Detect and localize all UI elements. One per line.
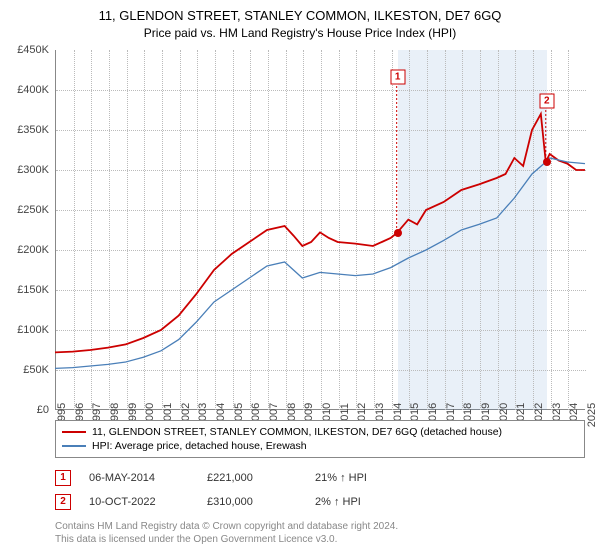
marker-dot [543, 158, 551, 166]
chart-title: 11, GLENDON STREET, STANLEY COMMON, ILKE… [0, 0, 600, 23]
legend-label: HPI: Average price, detached house, Erew… [92, 440, 307, 452]
marker-label: 2 [539, 94, 554, 109]
transaction-date: 06-MAY-2014 [89, 472, 189, 484]
series-line-0 [55, 114, 585, 352]
transaction-price: £221,000 [207, 472, 297, 484]
transaction-row: 1 06-MAY-2014 £221,000 21% ↑ HPI [55, 466, 585, 490]
marker-label: 1 [390, 70, 405, 85]
y-axis-label: £300K [0, 164, 49, 176]
transaction-pct: 21% ↑ HPI [315, 472, 415, 484]
series-line-1 [55, 158, 585, 368]
transaction-marker: 2 [55, 494, 71, 510]
y-axis-label: £450K [0, 44, 49, 56]
transaction-marker: 1 [55, 470, 71, 486]
marker-dot [394, 229, 402, 237]
y-axis-label: £200K [0, 244, 49, 256]
x-axis-label: 2025 [586, 403, 598, 427]
transaction-date: 10-OCT-2022 [89, 496, 189, 508]
chart-subtitle: Price paid vs. HM Land Registry's House … [0, 23, 600, 40]
y-axis-label: £350K [0, 124, 49, 136]
transaction-pct: 2% ↑ HPI [315, 496, 415, 508]
y-axis-label: £50K [0, 364, 49, 376]
legend-item: 11, GLENDON STREET, STANLEY COMMON, ILKE… [62, 425, 578, 439]
footer-attribution: Contains HM Land Registry data © Crown c… [55, 520, 585, 546]
chart-container: 11, GLENDON STREET, STANLEY COMMON, ILKE… [0, 0, 600, 560]
y-axis-label: £250K [0, 204, 49, 216]
footer-line-2: This data is licensed under the Open Gov… [55, 533, 585, 546]
y-axis-label: £0 [0, 404, 49, 416]
y-axis-label: £400K [0, 84, 49, 96]
y-axis-label: £100K [0, 324, 49, 336]
legend: 11, GLENDON STREET, STANLEY COMMON, ILKE… [55, 420, 585, 458]
y-axis-label: £150K [0, 284, 49, 296]
legend-swatch [62, 431, 86, 433]
chart-area: £0£50K£100K£150K£200K£250K£300K£350K£400… [55, 50, 585, 410]
legend-swatch [62, 445, 86, 447]
legend-item: HPI: Average price, detached house, Erew… [62, 439, 578, 453]
legend-label: 11, GLENDON STREET, STANLEY COMMON, ILKE… [92, 426, 502, 438]
transaction-price: £310,000 [207, 496, 297, 508]
chart-lines [55, 50, 585, 410]
transaction-table: 1 06-MAY-2014 £221,000 21% ↑ HPI 2 10-OCT-202… [55, 466, 585, 514]
transaction-row: 2 10-OCT-2022 £310,000 2% ↑ HPI [55, 490, 585, 514]
footer-line-1: Contains HM Land Registry data © Crown c… [55, 520, 585, 533]
